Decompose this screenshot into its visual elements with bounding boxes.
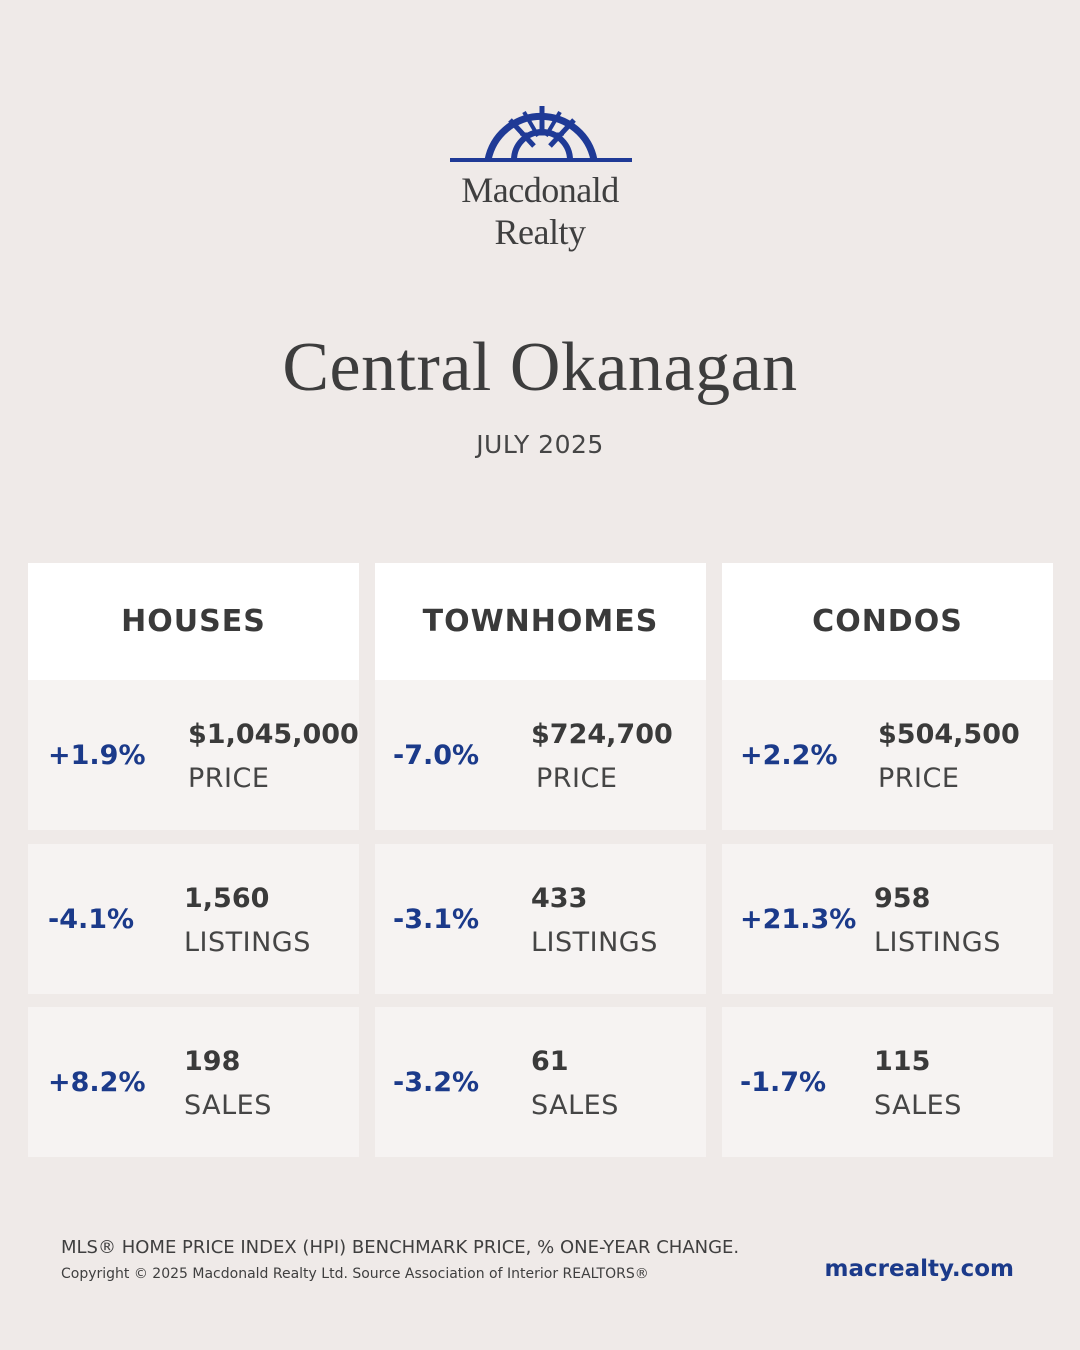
stat-card-sales: +8.2% 198 SALES	[28, 1007, 359, 1157]
stat-value: 1,560	[184, 883, 270, 914]
stat-change: -1.7%	[740, 1066, 827, 1098]
stat-label: LISTINGS	[874, 927, 1001, 958]
stat-change: +21.3%	[740, 903, 857, 935]
column-header: CONDOS	[722, 563, 1053, 680]
stat-label: LISTINGS	[531, 927, 658, 958]
footer-copyright: Copyright © 2025 Macdonald Realty Ltd. S…	[61, 1266, 649, 1282]
website-link[interactable]: macrealty.com	[824, 1256, 1014, 1282]
stat-change: -4.1%	[48, 903, 135, 935]
stat-card-listings: +21.3% 958 LISTINGS	[722, 844, 1053, 994]
stat-label: SALES	[184, 1090, 272, 1121]
stat-value: 958	[874, 883, 931, 914]
brand-logo: Macdonald Realty	[440, 104, 640, 264]
footer-note: MLS® HOME PRICE INDEX (HPI) BENCHMARK PR…	[61, 1237, 740, 1258]
stat-value: $504,500	[878, 719, 1020, 750]
stat-card-listings: -4.1% 1,560 LISTINGS	[28, 844, 359, 994]
column-header: TOWNHOMES	[375, 563, 706, 680]
column-condos: CONDOS +2.2% $504,500 PRICE +21.3% 958 L…	[722, 563, 1053, 1157]
stat-card-price: -7.0% $724,700 PRICE	[375, 680, 706, 830]
stat-label: LISTINGS	[184, 927, 311, 958]
stat-label: PRICE	[188, 763, 270, 794]
stat-label: PRICE	[878, 763, 960, 794]
stat-value: 61	[531, 1046, 569, 1077]
stat-value: 198	[184, 1046, 241, 1077]
brand-name-line2: Realty	[494, 212, 586, 252]
stat-value: $1,045,000	[188, 719, 359, 750]
stat-card-listings: -3.1% 433 LISTINGS	[375, 844, 706, 994]
column-houses: HOUSES +1.9% $1,045,000 PRICE -4.1% 1,56…	[28, 563, 359, 1157]
stat-change: +2.2%	[740, 739, 838, 771]
stat-change: -3.2%	[393, 1066, 480, 1098]
stat-label: SALES	[531, 1090, 619, 1121]
column-townhomes: TOWNHOMES -7.0% $724,700 PRICE -3.1% 433…	[375, 563, 706, 1157]
stat-value: 115	[874, 1046, 931, 1077]
column-header: HOUSES	[28, 563, 359, 680]
page-subtitle: JULY 2025	[476, 430, 604, 459]
stat-label: PRICE	[536, 763, 618, 794]
stat-label: SALES	[874, 1090, 962, 1121]
stat-card-sales: -3.2% 61 SALES	[375, 1007, 706, 1157]
stat-value: 433	[531, 883, 588, 914]
brand-name-line1: Macdonald	[461, 170, 619, 210]
stat-value: $724,700	[531, 719, 673, 750]
stat-card-price: +1.9% $1,045,000 PRICE	[28, 680, 359, 830]
stat-change: -3.1%	[393, 903, 480, 935]
stat-card-sales: -1.7% 115 SALES	[722, 1007, 1053, 1157]
sunburst-logo-icon	[450, 106, 632, 162]
stat-change: -7.0%	[393, 739, 480, 771]
stat-change: +1.9%	[48, 739, 146, 771]
stat-card-price: +2.2% $504,500 PRICE	[722, 680, 1053, 830]
stat-change: +8.2%	[48, 1066, 146, 1098]
page-title: Central Okanagan	[282, 329, 798, 406]
